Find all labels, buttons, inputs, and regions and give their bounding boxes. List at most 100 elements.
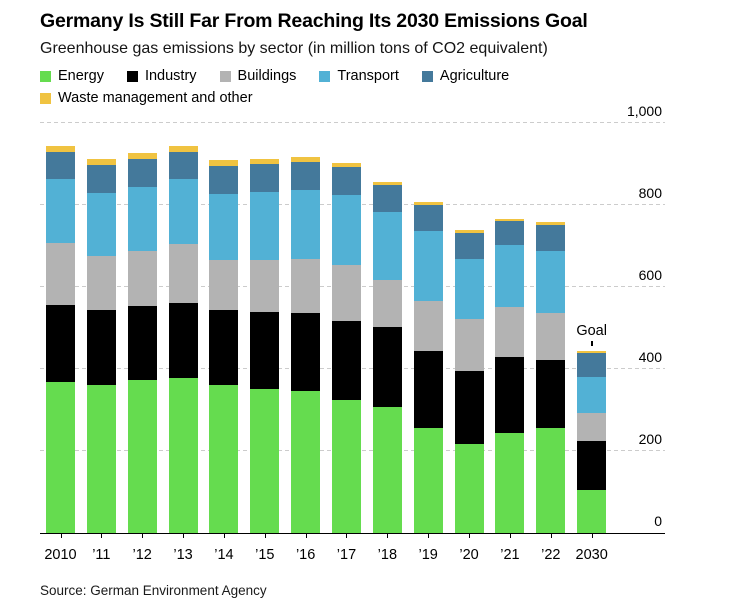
x-axis-tick: [509, 534, 511, 538]
bar-segment-industry: [372, 327, 402, 408]
legend-label-industry: Industry: [144, 68, 197, 84]
y-axis-tick-label: 0: [654, 513, 662, 529]
y-axis-tick-label: 1,000: [626, 103, 662, 119]
x-axis-tick: [183, 534, 185, 538]
bar-segment-energy: [331, 399, 361, 533]
bar-segment-energy: [250, 389, 280, 533]
bar-segment-energy: [291, 391, 321, 533]
bar-segment-buildings: [168, 243, 198, 304]
bar-segment-agriculture: [86, 165, 116, 193]
bar-segment-industry: [454, 371, 484, 445]
x-axis-label: ’22: [541, 547, 561, 563]
bar-segment-buildings: [577, 413, 607, 442]
bar-segment-waste-management-and-other: [168, 146, 198, 152]
bar-segment-agriculture: [209, 165, 239, 194]
bar-segment-buildings: [250, 259, 280, 313]
bar-segment-industry: [331, 321, 361, 400]
bar-segment-energy: [209, 385, 239, 533]
bar-segment-transport: [372, 211, 402, 280]
bar-segment-agriculture: [168, 151, 198, 179]
bar-segment-energy: [46, 381, 75, 533]
bar-segment-industry: [127, 305, 157, 381]
legend-swatch-energy: [40, 71, 51, 82]
bar-segment-agriculture: [372, 185, 402, 212]
y-axis-tick-label: 800: [638, 185, 662, 201]
x-axis-tick: [591, 534, 593, 538]
bar-segment-transport: [413, 231, 443, 301]
bar-segment-transport: [209, 193, 239, 260]
bar-segment-energy: [536, 428, 566, 533]
x-axis-label: ’12: [132, 547, 152, 563]
x-axis-label: ’18: [377, 547, 398, 563]
legend-label-waste-management-and-other: Waste management and other: [58, 90, 253, 106]
bar-segment-industry: [250, 312, 280, 390]
legend-item-agriculture: Agriculture: [421, 69, 509, 84]
x-axis-label: ’11: [92, 547, 111, 563]
bar-segment-energy: [495, 433, 525, 533]
bar-segment-energy: [577, 490, 607, 533]
bar-segment-buildings: [209, 259, 239, 310]
chart-title: Germany Is Still Far From Reaching Its 2…: [40, 10, 588, 32]
bar-segment-agriculture: [127, 159, 157, 187]
x-axis-tick: [469, 534, 471, 538]
bar-12: [127, 153, 157, 533]
bar-segment-buildings: [536, 312, 566, 360]
bar-segment-buildings: [86, 256, 116, 310]
bar-segment-buildings: [372, 279, 402, 328]
x-axis-tick: [60, 534, 62, 538]
x-axis-label: ’21: [500, 547, 520, 563]
x-axis-label: ’15: [255, 547, 275, 563]
bar-segment-agriculture: [291, 161, 321, 190]
bar-segment-transport: [250, 191, 280, 260]
bar-segment-waste-management-and-other: [454, 230, 484, 233]
x-axis-label: ’17: [336, 547, 357, 563]
bar-segment-waste-management-and-other: [250, 159, 280, 165]
bar-segment-transport: [536, 250, 566, 313]
x-axis-tick: [428, 534, 430, 538]
bar-16: [291, 157, 321, 533]
x-axis-tick: [142, 534, 144, 538]
bar-22: [536, 222, 566, 533]
bar-18: [372, 182, 402, 533]
x-axis-label: 2010: [44, 547, 77, 563]
x-axis-tick: [305, 534, 307, 538]
bar-segment-buildings: [291, 258, 321, 313]
bar-segment-buildings: [413, 300, 443, 352]
bar-segment-transport: [127, 186, 157, 251]
x-axis-label: ’14: [214, 547, 234, 563]
bar-segment-waste-management-and-other: [331, 162, 361, 167]
x-axis-tick: [223, 534, 225, 538]
bar-segment-waste-management-and-other: [372, 182, 402, 186]
bar-segment-transport: [86, 192, 116, 257]
bar-segment-waste-management-and-other: [291, 157, 321, 162]
bar-segment-industry: [413, 351, 443, 428]
bar-segment-agriculture: [250, 164, 280, 192]
legend-label-transport: Transport: [337, 68, 399, 84]
bar-segment-energy: [454, 444, 484, 533]
legend-swatch-waste-management-and-other: [40, 93, 51, 104]
legend-label-energy: Energy: [58, 68, 104, 84]
bar-segment-industry: [495, 357, 525, 434]
x-axis-label: ’16: [295, 547, 316, 563]
bar-segment-energy: [168, 377, 198, 533]
bar-segment-industry: [577, 441, 607, 491]
bar-segment-agriculture: [46, 152, 75, 180]
legend-item-buildings: Buildings: [219, 69, 296, 84]
x-axis-label: 2030: [575, 547, 608, 563]
bar-segment-agriculture: [495, 221, 525, 246]
plot-area: Goal 0 200 400 600 800 1,000 2010 ’11 ’12 ’13 ’14 ’…: [40, 103, 665, 563]
bar-segment-transport: [291, 189, 321, 259]
legend-swatch-industry: [126, 71, 138, 82]
bar-segment-buildings: [495, 307, 525, 358]
bar-segment-waste-management-and-other: [536, 222, 566, 225]
source-note: Source: German Environment Agency: [40, 583, 267, 598]
y-axis-tick-label: 600: [638, 267, 662, 283]
bar-segment-waste-management-and-other: [413, 202, 443, 206]
legend-item-industry: Industry: [126, 68, 197, 84]
legend-item-energy: Energy: [40, 69, 104, 84]
bar-segment-waste-management-and-other: [127, 153, 157, 160]
goal-annotation-tick: [590, 341, 593, 347]
bar-segment-energy: [86, 385, 116, 533]
bar-20: [454, 230, 484, 533]
bar-segment-agriculture: [331, 166, 361, 195]
